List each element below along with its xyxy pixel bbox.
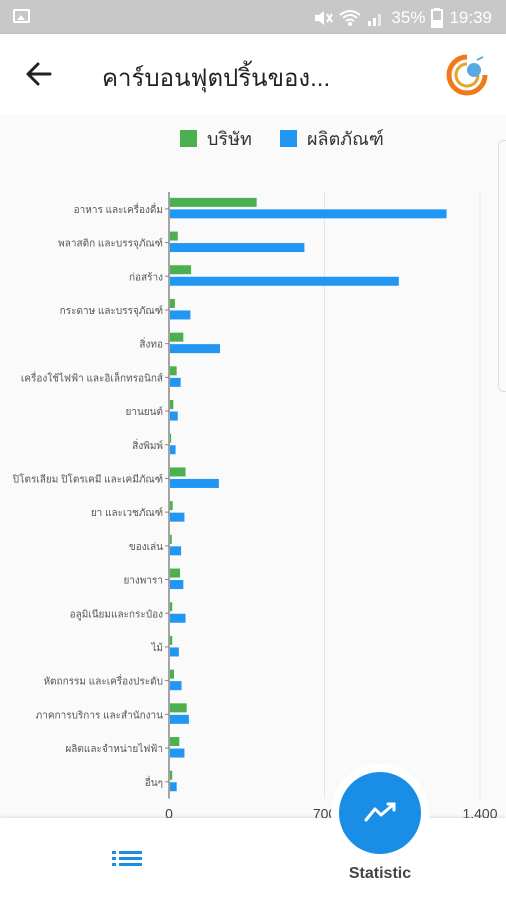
bar-company: [170, 703, 187, 713]
bar-product: [170, 377, 181, 387]
legend-label: ผลิตภัณฑ์: [307, 129, 384, 149]
bar-company: [170, 467, 186, 477]
bar-product: [170, 478, 219, 488]
category-label: ยานยนต์: [126, 406, 164, 418]
bar-product: [170, 344, 220, 354]
bar-company: [170, 332, 184, 342]
bar-product: [170, 580, 184, 590]
clock: 19:39: [449, 8, 492, 27]
bar-company: [170, 635, 173, 645]
x-tick-label: 0: [165, 806, 173, 818]
bar-company: [170, 568, 180, 578]
category-label: ยางพารา: [123, 576, 163, 587]
bar-product: [170, 209, 447, 219]
category-label: ผลิตและจำหน่ายไฟฟ้า: [65, 743, 163, 755]
category-label: ยา และเวชภัณฑ์: [91, 507, 163, 519]
trending-chart-icon: [364, 802, 396, 822]
bar-company: [170, 534, 172, 544]
bar-product: [170, 243, 305, 253]
bar-product: [170, 613, 186, 623]
statistic-label: Statistic: [348, 865, 412, 882]
legend-swatch: [180, 130, 197, 147]
category-label: สิ่งพิมพ์: [132, 438, 163, 452]
chart-container: บริษัท ผลิตภัณฑ์ 0 700 1,400 อาหาร และเครื่อง…: [0, 114, 506, 822]
category-label: ภาคการบริการ และสำนักงาน: [36, 710, 164, 721]
category-label: ปิโตรเลียม ปิโตรเคมี และเคมีภัณฑ์: [12, 472, 163, 485]
category-label: อื่นๆ: [145, 775, 163, 789]
bar-company: [170, 501, 173, 511]
bar-company: [170, 602, 173, 612]
bar-product: [170, 681, 182, 691]
bar-product: [170, 748, 185, 758]
category-label: หัตถกรรม และเครื่องประดับ: [43, 674, 163, 688]
bar-product: [170, 276, 399, 286]
wifi-icon: [339, 10, 362, 26]
bar-product: [170, 512, 185, 522]
category-label: กระดาษ และบรรจุภัณฑ์: [60, 305, 163, 317]
bottom-navigation: [0, 818, 506, 900]
category-label: ของเล่น: [129, 542, 163, 553]
category-label: สิ่งทอ: [139, 337, 163, 351]
bar-company: [170, 669, 174, 679]
category-label: อลูมิเนียมและกระป๋อง: [70, 608, 164, 620]
status-icons: 35% 19:39: [313, 8, 492, 28]
bar-company: [170, 366, 177, 376]
bar-company: [170, 400, 174, 410]
bar-product: [170, 647, 179, 657]
bar-product: [170, 445, 176, 455]
category-label: ไม้: [150, 642, 163, 654]
bar-company: [170, 433, 172, 443]
app-bar: คาร์บอนฟุตปริ้นของ...: [0, 34, 506, 114]
bar-company: [170, 298, 175, 308]
battery-icon: [431, 8, 444, 28]
image-icon: [13, 9, 30, 23]
bar-product: [170, 546, 182, 556]
mute-icon: [315, 11, 334, 25]
arrow-left-icon[interactable]: [22, 57, 56, 91]
bar-product: [170, 411, 178, 421]
page-title: คาร์บอนฟุตปริ้นของ...: [102, 65, 331, 92]
bar-chart: บริษัท ผลิตภัณฑ์ 0 700 1,400 อาหาร และเครื่อง…: [12, 129, 498, 822]
x-tick-label: 700: [313, 806, 337, 818]
category-label: เครื่องใช้ไฟฟ้า และอิเล็กทรอนิกส์: [21, 370, 163, 384]
app-logo-icon: [446, 54, 488, 96]
bar-product: [170, 782, 177, 792]
bar-company: [170, 265, 192, 275]
scroll-indicator[interactable]: [498, 140, 506, 392]
bar-company: [170, 197, 257, 207]
bar-company: [170, 231, 178, 241]
category-label: อาหาร และเครื่องดื่ม: [74, 202, 163, 216]
list-icon[interactable]: [110, 846, 144, 872]
category-label: ก่อสร้าง: [129, 271, 163, 283]
bar-company: [170, 737, 180, 747]
x-tick-label: 1,400: [462, 806, 497, 818]
bar-product: [170, 714, 189, 724]
battery-percent: 35%: [391, 8, 426, 27]
status-bar: 35% 19:39: [0, 0, 506, 34]
signal-icon: [368, 14, 382, 26]
statistic-button[interactable]: [339, 772, 421, 854]
bar-company: [170, 770, 173, 780]
legend-label: บริษัท: [207, 129, 252, 149]
category-label: พลาสติก และบรรจุภัณฑ์: [58, 238, 163, 250]
legend-swatch: [280, 130, 297, 147]
bar-product: [170, 310, 191, 320]
